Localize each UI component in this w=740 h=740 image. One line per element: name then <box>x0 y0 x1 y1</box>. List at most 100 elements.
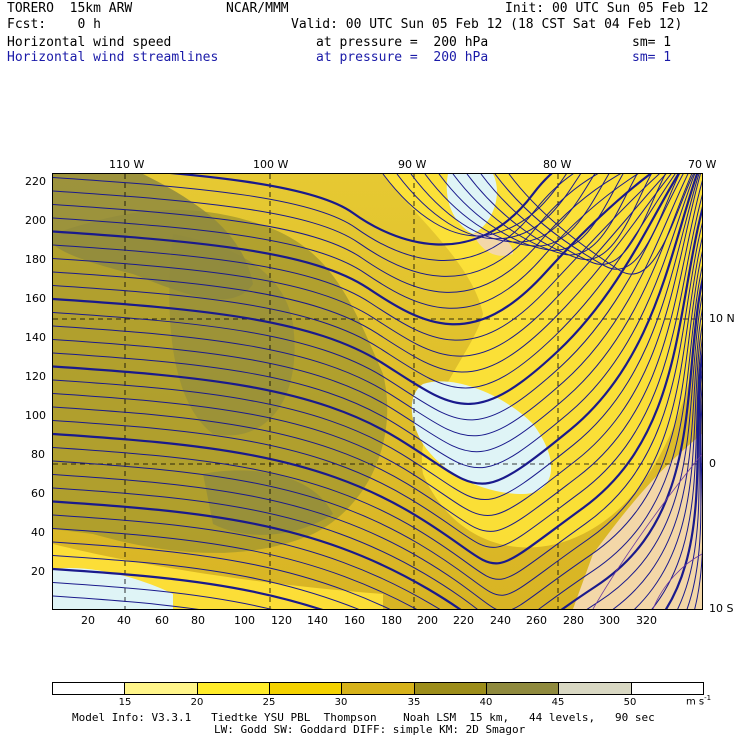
streamline <box>53 174 701 517</box>
colorbar-label: 20 <box>190 697 204 708</box>
y-tick: 180 <box>25 253 46 266</box>
colorbar-segment <box>486 683 560 694</box>
x-tick: 80 <box>191 614 205 627</box>
speed-shading-calm <box>446 174 497 234</box>
streamline <box>53 309 702 609</box>
streamline <box>53 180 702 532</box>
streamline <box>53 174 660 341</box>
colorbar-segment <box>125 683 198 694</box>
x-tick: 180 <box>381 614 402 627</box>
valid-time: Valid: 00 UTC Sun 05 Feb 12 (18 CST Sat … <box>291 17 683 32</box>
streamline <box>452 174 638 256</box>
colorbar-segment <box>53 683 126 694</box>
y-tick: 20 <box>31 565 45 578</box>
y-tick: 140 <box>25 331 46 344</box>
land-area <box>573 434 702 609</box>
x-tick: 200 <box>417 614 438 627</box>
wind-streamlines <box>53 174 702 609</box>
streamline <box>53 174 672 373</box>
colorbar-label: 25 <box>262 697 276 708</box>
x-tick: 40 <box>117 614 131 627</box>
x-tick: 240 <box>490 614 511 627</box>
y-tick: 120 <box>25 370 46 383</box>
streamline <box>53 174 699 485</box>
colorbar-segment <box>631 683 703 694</box>
lon-label: 90 W <box>398 158 427 171</box>
streamline <box>53 174 684 421</box>
model-info: Model Info: V3.3.1 Tiedtke YSU PBL Thomp… <box>72 711 655 724</box>
wind-map <box>52 173 703 610</box>
colorbar-label: 40 <box>479 697 493 708</box>
field1-name: Horizontal wind speed <box>7 35 172 50</box>
colorbar-label: 15 <box>118 697 132 708</box>
lon-label: 70 W <box>688 158 717 171</box>
streamline <box>53 194 702 548</box>
colorbar-unit: m s-1 <box>686 694 712 708</box>
x-tick: 160 <box>344 614 365 627</box>
streamline <box>53 174 639 309</box>
x-tick: 260 <box>526 614 547 627</box>
streamline <box>53 174 700 501</box>
colorbar-segment <box>559 683 632 694</box>
streamline <box>53 174 680 405</box>
streamline <box>53 174 574 261</box>
y-tick: 220 <box>25 175 46 188</box>
streamline <box>508 174 695 275</box>
streamline <box>53 294 702 609</box>
streamline <box>53 174 622 293</box>
x-tick: 280 <box>563 614 584 627</box>
streamline <box>53 174 693 453</box>
colorbar-label: 30 <box>334 697 348 708</box>
x-tick: 320 <box>636 614 657 627</box>
streamline <box>53 251 702 609</box>
y-tick: 40 <box>31 526 45 539</box>
streamline <box>53 368 702 609</box>
streamline <box>53 349 702 609</box>
streamline <box>53 236 702 596</box>
model-physics: LW: Godd SW: Goddard DIFF: simple KM: 2D… <box>214 723 526 736</box>
streamline <box>53 276 702 609</box>
streamline <box>424 174 610 247</box>
streamline <box>466 174 652 261</box>
streamline <box>53 174 676 389</box>
y-tick: 200 <box>25 214 46 227</box>
coastline <box>592 453 702 609</box>
field1-smoothing: sm= 1 <box>632 35 672 50</box>
streamline <box>53 323 702 609</box>
y-tick: 100 <box>25 409 46 422</box>
lat-label: 10 S <box>709 602 734 615</box>
streamline <box>169 174 553 246</box>
y-tick: 80 <box>31 448 45 461</box>
streamline <box>53 174 652 326</box>
init-time: Init: 00 UTC Sun 05 Feb 12 <box>505 1 709 16</box>
x-tick: 120 <box>271 614 292 627</box>
streamline <box>53 174 696 469</box>
colorbar-segment <box>269 683 343 694</box>
speed-shading-grey <box>203 470 333 535</box>
streamline <box>53 338 702 609</box>
x-tick: 140 <box>307 614 328 627</box>
streamline <box>53 174 667 357</box>
field2-name: Horizontal wind streamlines <box>7 50 219 65</box>
speed-shading-calm <box>411 381 552 494</box>
colorbar-segment <box>197 683 270 694</box>
colorbar-segment <box>414 683 487 694</box>
lat-label: 0 <box>709 457 716 470</box>
field1-level: at pressure = 200 hPa <box>316 35 489 50</box>
streamline <box>53 174 599 277</box>
wind-map-canvas <box>53 174 702 609</box>
x-tick: 300 <box>599 614 620 627</box>
lon-label: 80 W <box>543 158 572 171</box>
streamline <box>494 174 680 270</box>
field2-level: at pressure = 200 hPa <box>316 50 489 65</box>
wind-speed-colorbar <box>52 682 704 695</box>
model-title: TORERO 15km ARW <box>7 1 133 16</box>
streamline <box>53 206 702 565</box>
streamline <box>53 383 702 609</box>
colorbar-label: 45 <box>551 697 565 708</box>
lon-label: 100 W <box>253 158 289 171</box>
colorbar-label: 50 <box>623 697 637 708</box>
streamline <box>480 174 666 265</box>
y-tick: 60 <box>31 487 45 500</box>
streamline <box>53 265 702 609</box>
